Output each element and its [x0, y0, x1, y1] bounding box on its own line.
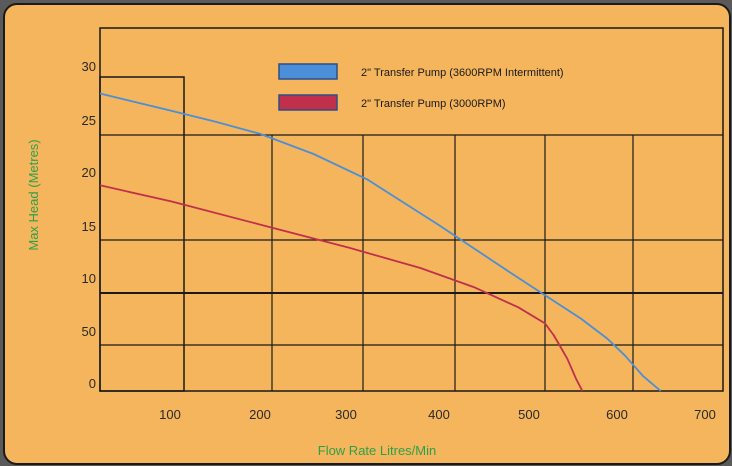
y-tick-label: 50: [82, 324, 96, 339]
series-line-0: [99, 92, 662, 392]
plot-border: [99, 27, 724, 392]
tick-labels: 100 200 300 400 500 600 700 0 50 10 15 20 25 30: [82, 59, 716, 422]
series-layer: [99, 92, 662, 392]
x-tick-label: 700: [694, 407, 716, 422]
y-tick-label: 30: [82, 59, 96, 74]
legend: 2" Transfer Pump (3600RPM Intermittent) 2…: [278, 63, 564, 111]
chart-panel: 100 200 300 400 500 600 700 0 50 10 15 20 25 30 2" Tr…: [3, 3, 731, 465]
legend-swatch: [278, 63, 338, 80]
x-axis-title: Flow Rate Litres/Min: [318, 443, 436, 458]
series-line-1: [99, 184, 584, 392]
x-tick-label: 200: [249, 407, 271, 422]
legend-label: 2" Transfer Pump (3600RPM Intermittent): [361, 67, 564, 79]
legend-label: 2" Transfer Pump (3000RPM): [361, 98, 506, 110]
x-tick-label: 500: [518, 407, 540, 422]
y-tick-label: 15: [82, 219, 96, 234]
y-axis-title: Max Head (Metres): [26, 139, 41, 250]
x-tick-label: 300: [335, 407, 357, 422]
y-tick-label: 10: [82, 271, 96, 286]
pump-curve-chart: 100 200 300 400 500 600 700 0 50 10 15 20 25 30 2" Tr…: [26, 27, 724, 458]
y-tick-label: 25: [82, 113, 96, 128]
y-tick-label: 20: [82, 165, 96, 180]
legend-box: [99, 76, 185, 392]
x-tick-label: 600: [606, 407, 628, 422]
legend-swatch: [278, 94, 338, 111]
x-tick-label: 400: [428, 407, 450, 422]
grid: [99, 27, 724, 392]
y-tick-label: 0: [89, 376, 96, 391]
x-tick-label: 100: [159, 407, 181, 422]
